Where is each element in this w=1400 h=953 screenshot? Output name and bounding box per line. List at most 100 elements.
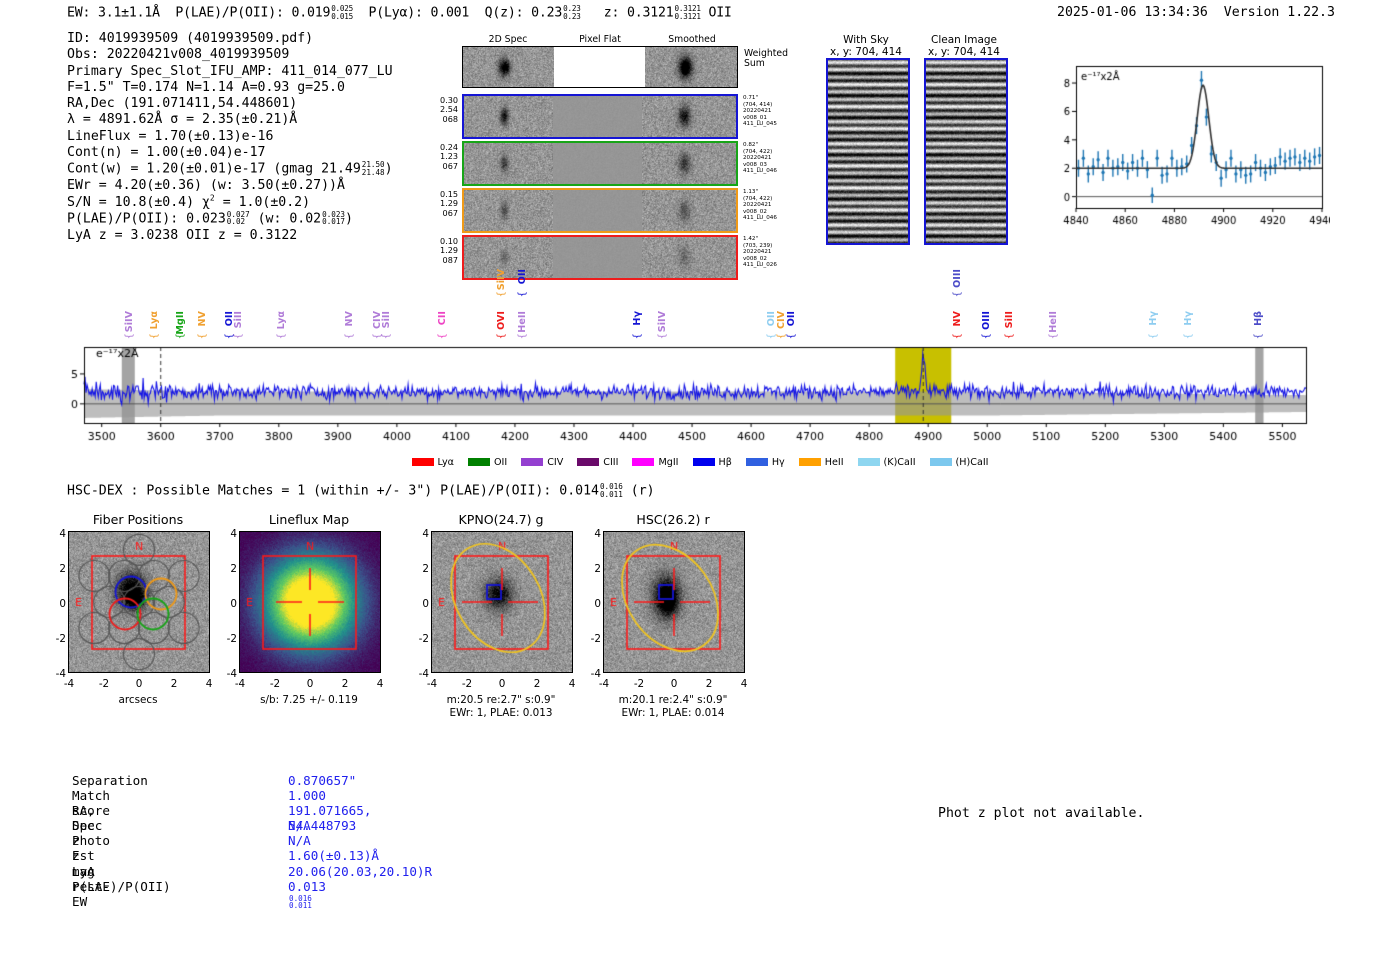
spec2d-summed-row <box>462 46 738 88</box>
legend-swatch <box>632 458 655 466</box>
dex-lo: 0.011 <box>599 489 623 499</box>
emission-line-brace: { <box>1252 333 1264 340</box>
cutout-image[interactable] <box>68 531 210 673</box>
axis-tick: 4 <box>59 528 66 540</box>
axis-tick: -2 <box>226 633 237 645</box>
axis-tick: -4 <box>418 668 429 680</box>
emission-line-label: NV <box>951 311 963 327</box>
legend-item: Hγ <box>745 457 785 468</box>
emission-line-brace: { <box>951 291 963 298</box>
legend-swatch <box>745 458 768 466</box>
axis-tick: 4 <box>740 678 748 690</box>
photz-not-available-message: Phot z plot not available. <box>938 806 1145 821</box>
cutout-image[interactable] <box>239 531 381 673</box>
emission-line-label: SiII <box>233 311 245 329</box>
cutout-title: HSC(26.2) r <box>636 512 710 527</box>
emission-line-label: NV <box>343 311 355 327</box>
table-row-value: 1.60(±0.13)Å <box>288 848 379 864</box>
axis-tick: 4 <box>422 528 429 540</box>
axis-tick: 0 <box>230 598 237 610</box>
emission-line-label: MgII <box>175 311 187 335</box>
spec2d-row-stats: 0.24 1.23 067 <box>439 142 458 171</box>
axis-tick: -4 <box>55 668 66 680</box>
cutout-caption: m:20.5 re:2.7" s:0.9" <box>446 694 556 706</box>
emission-line-brace: { <box>775 333 787 340</box>
legend-label: MgII <box>658 457 679 468</box>
emission-line-label: OII <box>785 311 797 327</box>
dex-value: 0.014 <box>559 483 599 499</box>
meta-cont-w: Cont(w) = 1.20(±0.01)e-17 (gmag 21.49 21.… <box>67 160 393 177</box>
spec2d-row-info: 0.82" (704, 422) 20220421 v008_03 411_LU_046 <box>743 142 777 175</box>
emission-line-brace: { <box>495 333 507 340</box>
meta-lambda-sigma: λ = 4891.62Å σ = 2.35(±0.21)Å <box>67 112 298 128</box>
legend-label: (H)CaII <box>955 457 989 468</box>
meta-ewr: EWr = 4.20(±0.36) (w: 3.50(±0.27))Å <box>67 178 345 194</box>
dex-hi: 0.016 <box>599 482 623 491</box>
axis-tick: -4 <box>234 678 246 690</box>
legend-item: (H)CaII <box>929 457 989 468</box>
emission-line-brace: { <box>516 333 528 340</box>
emission-line-brace: { <box>1183 333 1195 340</box>
emission-line-brace: { <box>436 333 448 340</box>
header-timestamp-version: 2025-01-06 13:34:36 Version 1.22.3 <box>1057 5 1335 20</box>
legend-label: (K)CaII <box>883 457 916 468</box>
axis-tick: -2 <box>461 678 473 690</box>
spec2d-col-header-pixelflat: Pixel Flat <box>579 34 621 45</box>
plae-label: P(LAE)/P(OII): <box>175 5 284 21</box>
cutout-y-ticks: 4 2 0 -2 -4 <box>581 528 601 680</box>
axis-tick: 2 <box>170 678 178 690</box>
legend-label: CIV <box>547 457 564 468</box>
axis-tick: -4 <box>63 678 75 690</box>
legend-label: Hβ <box>718 457 732 468</box>
axis-tick: -2 <box>590 633 601 645</box>
cutout-x-ticks: -4 -2 0 2 4 <box>235 678 384 692</box>
meta-primary-spec: Primary Spec_Slot_IFU_AMP: 411_014_077_L… <box>67 63 393 79</box>
legend-item: (K)CaII <box>857 457 916 468</box>
axis-tick: -2 <box>418 633 429 645</box>
axis-tick: -4 <box>598 678 610 690</box>
emission-line-label: Hγ <box>1148 311 1160 326</box>
emission-line-label: Lyα <box>275 311 287 330</box>
legend-swatch <box>467 458 490 466</box>
axis-tick: 0 <box>594 598 601 610</box>
table-row-value: 20.06(20.03,20.10)R <box>288 863 433 879</box>
spec2d-row-stats: 0.30 2.54 068 <box>439 95 458 124</box>
clean-image-title: Clean Image <box>930 34 998 46</box>
qz-lo: 0.23 <box>563 11 581 21</box>
header-summary-line: EW: 3.1±1.1Å P(LAE)/P(OII): 0.019 0.025 0.… <box>67 5 732 21</box>
cutout-panel: HSC(26.2) r -4 -2 0 2 4 4 2 0 -2 -4 m:20.1 re:2.4" … <box>591 512 748 719</box>
table-row-key: Est LyA rest-EW <box>72 848 110 909</box>
emission-line-label: OIII <box>951 269 963 288</box>
emission-line-brace: { <box>951 333 963 340</box>
meta-obs: Obs: 20220421v008_4019939509 <box>67 47 290 63</box>
table-row-value: 1.000 <box>288 788 326 804</box>
cutout-x-ticks: -4 -2 0 2 4 <box>64 678 213 692</box>
cutout-image[interactable] <box>431 531 573 673</box>
meta-lineflux: LineFlux = 1.70(±0.13)e-16 <box>67 128 274 144</box>
cutout-title: KPNO(24.7) g <box>458 512 544 527</box>
table-row-key: P(LAE)/P(OII) <box>72 878 171 894</box>
emission-line-brace: { <box>197 333 209 340</box>
hsc-dex-summary: HSC-DEX : Possible Matches = 1 (within +… <box>67 483 655 499</box>
cutout-y-ticks: 4 2 0 -2 -4 <box>409 528 429 680</box>
cutout-image[interactable] <box>603 531 745 673</box>
axis-tick: 0 <box>670 678 678 690</box>
emission-line-label: CIV <box>775 311 787 330</box>
legend-label: OII <box>493 457 508 468</box>
qz-value: 0.23 <box>531 5 563 21</box>
emission-line-label: SiIV <box>656 311 668 333</box>
emission-line-label: CIV <box>371 311 383 330</box>
emission-line-label: Hγ <box>1183 311 1195 326</box>
emission-line-brace: { <box>381 333 393 340</box>
cutout-title: Lineflux Map <box>268 512 350 527</box>
legend-item: HeII <box>798 457 844 468</box>
z-label: z: <box>603 5 620 21</box>
emission-line-legend: Lyα OII CIV CIII MgII Hβ Hγ HeII (K)CaII (H)CaII <box>0 452 1400 471</box>
legend-item: MgII <box>632 457 679 468</box>
emission-line-brace: { <box>1148 333 1160 340</box>
emission-line-label: SiII <box>1003 311 1015 329</box>
table-row-value: 191.071665, 54.448793 <box>288 803 372 834</box>
emission-line-label: OII <box>765 311 777 327</box>
emission-line-brace: { <box>785 333 797 340</box>
emission-line-brace: { <box>516 291 528 298</box>
